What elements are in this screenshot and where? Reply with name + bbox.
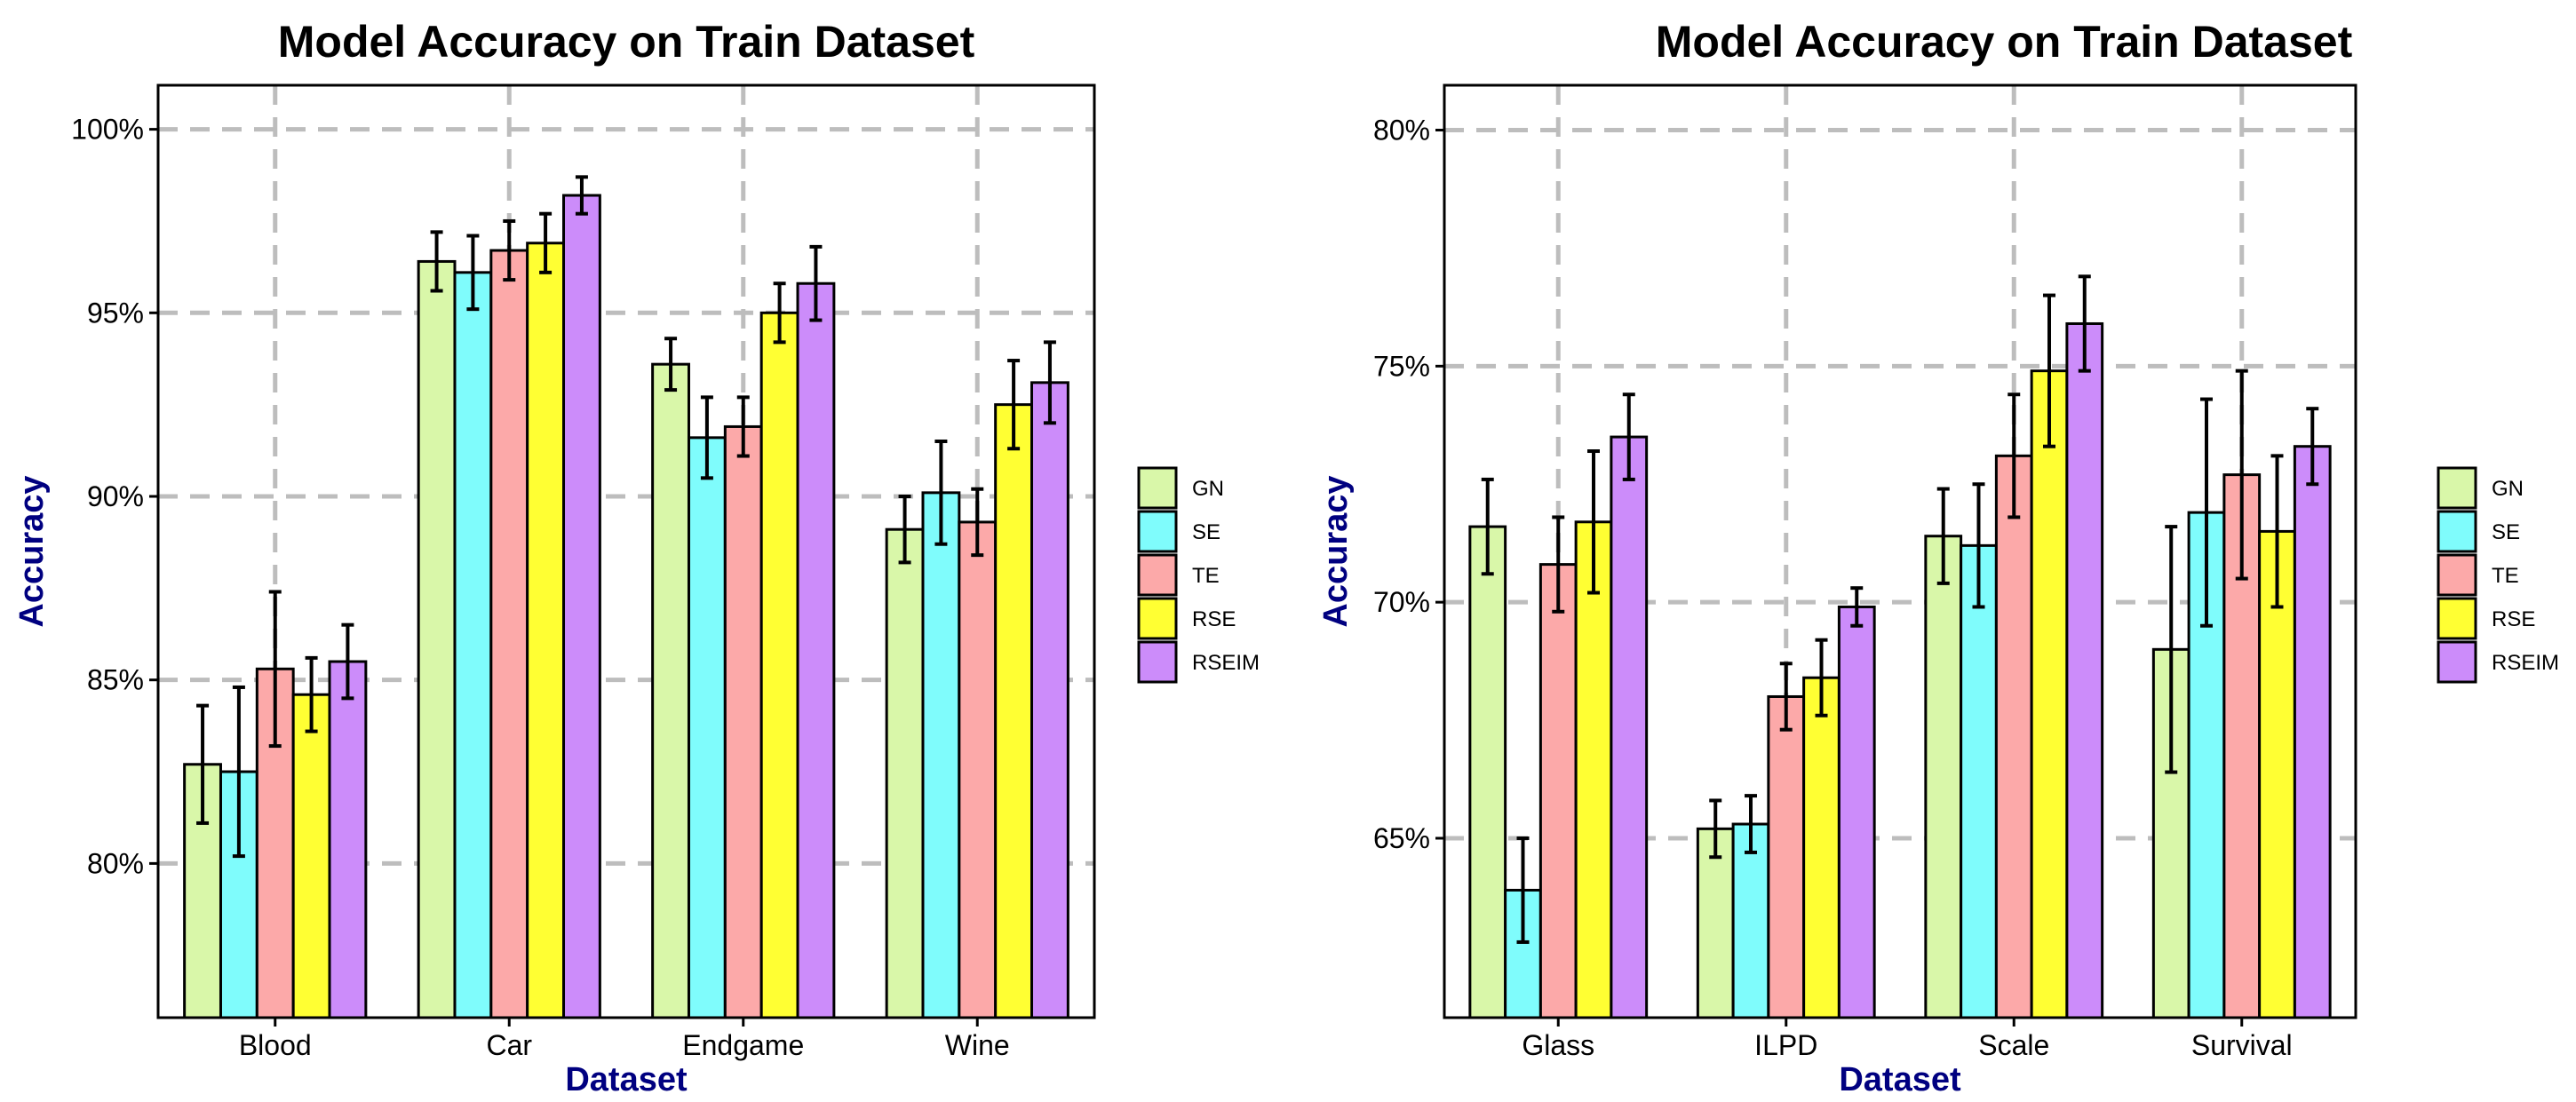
bar-se-scale: [1960, 543, 1998, 1019]
bar-rseim-survival: [2293, 445, 2332, 1019]
chart-title: Model Accuracy on Train Dataset: [1656, 17, 2353, 67]
y-tick-label: 85%: [87, 664, 144, 696]
y-axis-title: Accuracy: [13, 475, 51, 627]
x-tick-label: Blood: [239, 1029, 312, 1061]
bar-te-endgame: [723, 424, 763, 1019]
bar-rse-blood: [291, 693, 331, 1019]
bar-gn-car: [417, 259, 457, 1019]
bar-te-glass: [1538, 563, 1578, 1019]
legend-swatch-se: [2437, 510, 2477, 553]
legend-swatch-rseim: [1137, 640, 1178, 684]
x-tick-label: Glass: [1522, 1029, 1594, 1061]
bar-rse-scale: [2030, 369, 2069, 1019]
legend-label-te: TE: [2492, 564, 2519, 588]
chart-0: Model Accuracy on Train Dataset 80% 85% 90%…: [13, 17, 1260, 1098]
legend-label-gn: GN: [2492, 477, 2524, 501]
chart-1: Model Accuracy on Train Dataset 65% 70% 75%…: [1317, 17, 2559, 1098]
chart-title: Model Accuracy on Train Dataset: [278, 17, 975, 67]
x-tick-label: Survival: [2191, 1029, 2293, 1061]
bar-se-endgame: [687, 436, 727, 1019]
plot-border: [156, 83, 1096, 1019]
legend-swatch-se: [1137, 510, 1178, 553]
legend: GN SE TE RSE RSEIM: [1137, 466, 1260, 684]
bar-rse-car: [526, 242, 566, 1019]
legend-label-rse: RSE: [1192, 607, 1236, 631]
bar-gn-wine: [885, 527, 925, 1019]
legend-label-se: SE: [1192, 520, 1220, 544]
x-axis-title: Dataset: [565, 1061, 688, 1098]
x-axis-title: Dataset: [1839, 1061, 1961, 1098]
legend-label-rseim: RSEIM: [1192, 651, 1260, 675]
plot-border: [1443, 83, 2357, 1019]
bar-rseim-endgame: [796, 281, 836, 1019]
bar-rse-wine: [994, 403, 1034, 1019]
legend: GN SE TE RSE RSEIM: [2437, 466, 2559, 684]
bar-rseim-scale: [2065, 321, 2104, 1019]
x-tick-label: ILPD: [1754, 1029, 1817, 1061]
bar-se-wine: [921, 491, 961, 1019]
x-tick-label: Wine: [945, 1029, 1010, 1061]
y-tick-label: 65%: [1373, 822, 1430, 854]
bar-rseim-blood: [328, 660, 368, 1019]
bar-rseim-wine: [1030, 381, 1069, 1019]
x-tick-label: Endgame: [682, 1029, 804, 1061]
bar-rse-glass: [1574, 520, 1613, 1019]
y-tick-label: 95%: [87, 297, 144, 329]
bar-gn-glass: [1468, 525, 1507, 1019]
y-tick-label: 80%: [87, 847, 144, 879]
bar-rse-survival: [2258, 529, 2296, 1019]
legend-label-se: SE: [2492, 520, 2520, 544]
y-tick-label: 70%: [1373, 586, 1430, 618]
bar-te-scale: [1994, 454, 2033, 1019]
y-tick-label: 75%: [1373, 350, 1430, 382]
legend-swatch-te: [2437, 553, 2477, 597]
bar-te-car: [489, 249, 529, 1019]
legend-label-gn: GN: [1192, 477, 1224, 501]
bar-gn-endgame: [651, 362, 690, 1019]
x-tick-label: Car: [486, 1029, 532, 1061]
legend-swatch-te: [1137, 553, 1178, 597]
y-tick-label: 90%: [87, 480, 144, 512]
bar-rse-endgame: [759, 311, 799, 1019]
legend-swatch-gn: [1137, 466, 1178, 510]
legend-swatch-gn: [2437, 466, 2477, 510]
legend-swatch-rse: [1137, 597, 1178, 640]
bar-rseim-ilpd: [1837, 605, 1876, 1019]
bar-gn-scale: [1924, 535, 1963, 1019]
bar-se-car: [453, 271, 493, 1019]
y-tick-label: 80%: [1373, 115, 1430, 147]
bar-te-wine: [958, 520, 998, 1019]
legend-swatch-rse: [2437, 597, 2477, 640]
bar-te-survival: [2222, 473, 2262, 1019]
legend-label-rse: RSE: [2492, 607, 2535, 631]
bar-rseim-glass: [1610, 435, 1649, 1019]
y-axis-title: Accuracy: [1317, 475, 1355, 627]
legend-label-rseim: RSEIM: [2492, 651, 2559, 675]
x-tick-label: Scale: [1978, 1029, 2049, 1061]
legend-swatch-rseim: [2437, 640, 2477, 684]
bar-rseim-car: [562, 194, 601, 1019]
y-tick-label: 100%: [71, 114, 144, 146]
bar-rse-ilpd: [1802, 676, 1841, 1019]
bar-te-ilpd: [1767, 694, 1806, 1019]
legend-label-te: TE: [1192, 564, 1220, 588]
